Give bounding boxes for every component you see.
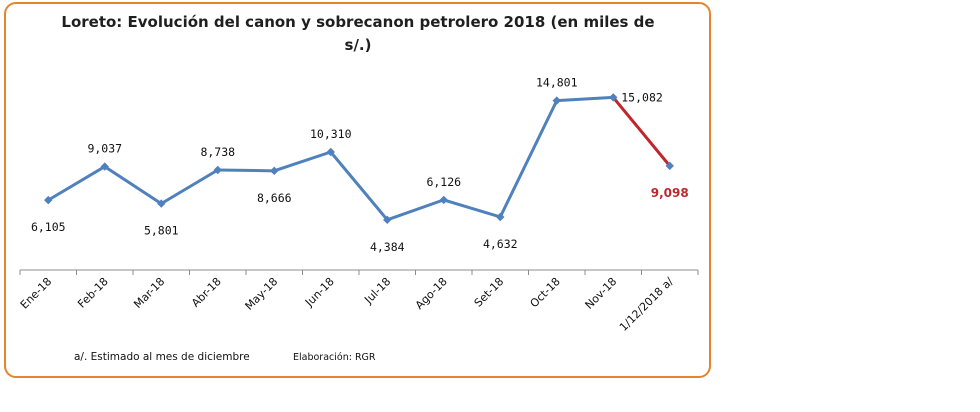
chart-frame — [4, 2, 711, 378]
data-label-Abr-18: 8,738 — [200, 145, 235, 159]
x-label-Jul-18: Jul-18 — [361, 275, 393, 307]
series-segment-5 — [329, 150, 389, 222]
x-label-Ene-18: Ene-18 — [18, 275, 55, 312]
x-label-1/12/2018 a/: 1/12/2018 a/ — [617, 275, 676, 334]
x-label-May-18: May-18 — [243, 275, 281, 313]
point-May-18 — [270, 166, 279, 176]
series-group — [46, 95, 672, 222]
estimate-segment — [611, 95, 672, 168]
x-axis-labels: Ene-18 Feb-18 Mar-18 Abr-18 May-18 Jun-18 Jul-… — [18, 275, 676, 334]
point-Nov-18 — [609, 93, 618, 102]
point-Ene-18 — [44, 195, 53, 205]
data-label-1/12/2018 a/: 9,098 — [651, 186, 689, 200]
footnote: a/. Estimado al mes de diciembre — [74, 351, 250, 363]
series-segment-4 — [272, 150, 333, 173]
series-segment-2 — [159, 168, 220, 206]
x-label-Jun-18: Jun-18 — [302, 275, 337, 310]
series-segment-9 — [555, 95, 615, 103]
series-segment-7 — [442, 198, 502, 219]
data-label-Jun-18: 10,310 — [310, 127, 352, 141]
x-label-Nov-18: Nov-18 — [583, 275, 620, 312]
data-labels-group: 6,105 9,037 5,801 8,738 8,666 10,310 4,384 6,12… — [31, 76, 689, 254]
point-Oct-18 — [552, 96, 561, 105]
series-segment-1 — [103, 165, 163, 206]
point-1/12/2018 a/ — [665, 161, 674, 171]
x-label-Mar-18: Mar-18 — [131, 275, 167, 311]
x-label-Ago-18: Ago-18 — [413, 275, 450, 312]
data-label-Mar-18: 5,801 — [144, 224, 179, 238]
point-Ago-18 — [439, 195, 448, 205]
x-label-Set-18: Set-18 — [472, 275, 507, 310]
series-segment-6 — [385, 198, 446, 222]
data-label-Set-18: 4,632 — [483, 237, 518, 251]
data-label-Jul-18: 4,384 — [370, 240, 405, 254]
point-Jun-18 — [326, 147, 335, 157]
point-Set-18 — [496, 212, 505, 222]
x-label-Oct-18: Oct-18 — [528, 275, 563, 310]
series-segment-8 — [498, 99, 559, 219]
x-label-Feb-18: Feb-18 — [75, 275, 111, 311]
markers-group — [44, 93, 674, 225]
data-label-Ago-18: 6,126 — [426, 175, 461, 189]
chart-title-line-2: s/.) — [345, 36, 372, 54]
chart-title-line-1: Loreto: Evolución del canon y sobrecanon… — [61, 13, 654, 31]
x-axis-ticks — [19, 270, 699, 275]
series-segment-0 — [46, 165, 107, 202]
point-Feb-18 — [100, 162, 109, 171]
point-Jul-18 — [383, 215, 392, 225]
data-label-Nov-18: 15,082 — [621, 90, 663, 104]
data-label-Feb-18: 9,037 — [87, 142, 122, 156]
data-label-Oct-18: 14,801 — [536, 76, 578, 90]
source-note: Elaboración: RGR — [293, 352, 376, 363]
data-label-Ene-18: 6,105 — [31, 220, 66, 234]
series-segment-3 — [216, 168, 276, 173]
point-Abr-18 — [213, 165, 222, 175]
data-label-May-18: 8,666 — [257, 191, 292, 205]
x-label-Abr-18: Abr-18 — [189, 275, 224, 310]
point-Mar-18 — [157, 199, 166, 208]
